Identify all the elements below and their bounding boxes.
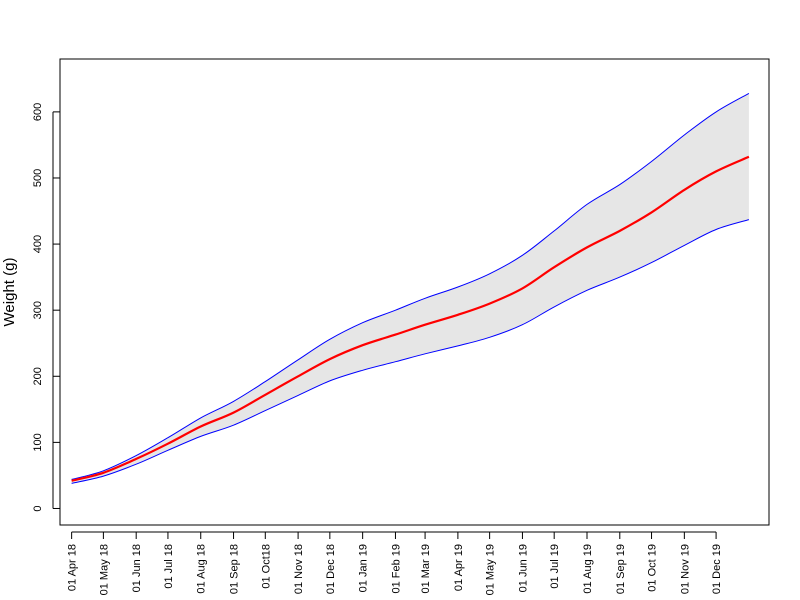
y-tick-label: 300: [32, 301, 44, 319]
lower-line: [71, 219, 750, 484]
y-tick-label: 500: [32, 169, 44, 187]
upper-line: [71, 92, 750, 480]
x-tick-label: 01 Oct18: [260, 544, 272, 589]
x-tick-label: 01 Mar 19: [420, 544, 432, 594]
x-tick-label: 01 Jul 19: [549, 544, 561, 589]
y-tick-label: 400: [32, 235, 44, 253]
plot-frame: [59, 58, 770, 526]
x-tick-label: 01 May 18: [98, 544, 110, 595]
x-tick-label: 01 Aug 18: [196, 544, 208, 594]
x-tick-label: 01 Jun 19: [517, 544, 529, 592]
y-tick-label: 0: [32, 505, 44, 511]
y-tick-label: 200: [32, 367, 44, 385]
series-lines: [71, 92, 750, 484]
x-axis: 01 Apr 18 01 May 18 01 Jun 18 01 Jul 18 01 A…: [67, 531, 723, 595]
y-tick-label: 100: [32, 433, 44, 451]
y-axis-title: Weight (g): [1, 258, 18, 327]
y-axis: 0 100 200 300 400 500 600: [32, 103, 60, 512]
x-tick-label: 01 Apr 18: [67, 544, 79, 591]
x-tick-label: 01 May 19: [485, 544, 497, 595]
x-tick-label: 01 Jan 19: [358, 544, 370, 592]
x-tick-label: 01 Jun 18: [131, 544, 143, 592]
x-tick-label: 01 Feb 19: [391, 544, 403, 594]
x-tick-label: 01 Nov 18: [293, 544, 305, 594]
y-tick-label: 600: [32, 103, 44, 121]
center-line: [71, 155, 750, 482]
x-tick-label: 01 Nov 19: [679, 544, 691, 594]
x-tick-label: 01 Dec 19: [711, 544, 723, 594]
x-tick-label: 01 Aug 19: [582, 544, 594, 594]
x-tick-label: 01 Jul 18: [163, 544, 175, 589]
x-tick-label: 01 Apr 19: [453, 544, 465, 591]
x-tick-label: 01 Sep 19: [615, 544, 627, 594]
x-tick-label: 01 Dec 18: [325, 544, 337, 594]
x-tick-label: 01 Oct 19: [647, 544, 659, 592]
x-tick-label: 01 Sep 18: [229, 544, 241, 594]
